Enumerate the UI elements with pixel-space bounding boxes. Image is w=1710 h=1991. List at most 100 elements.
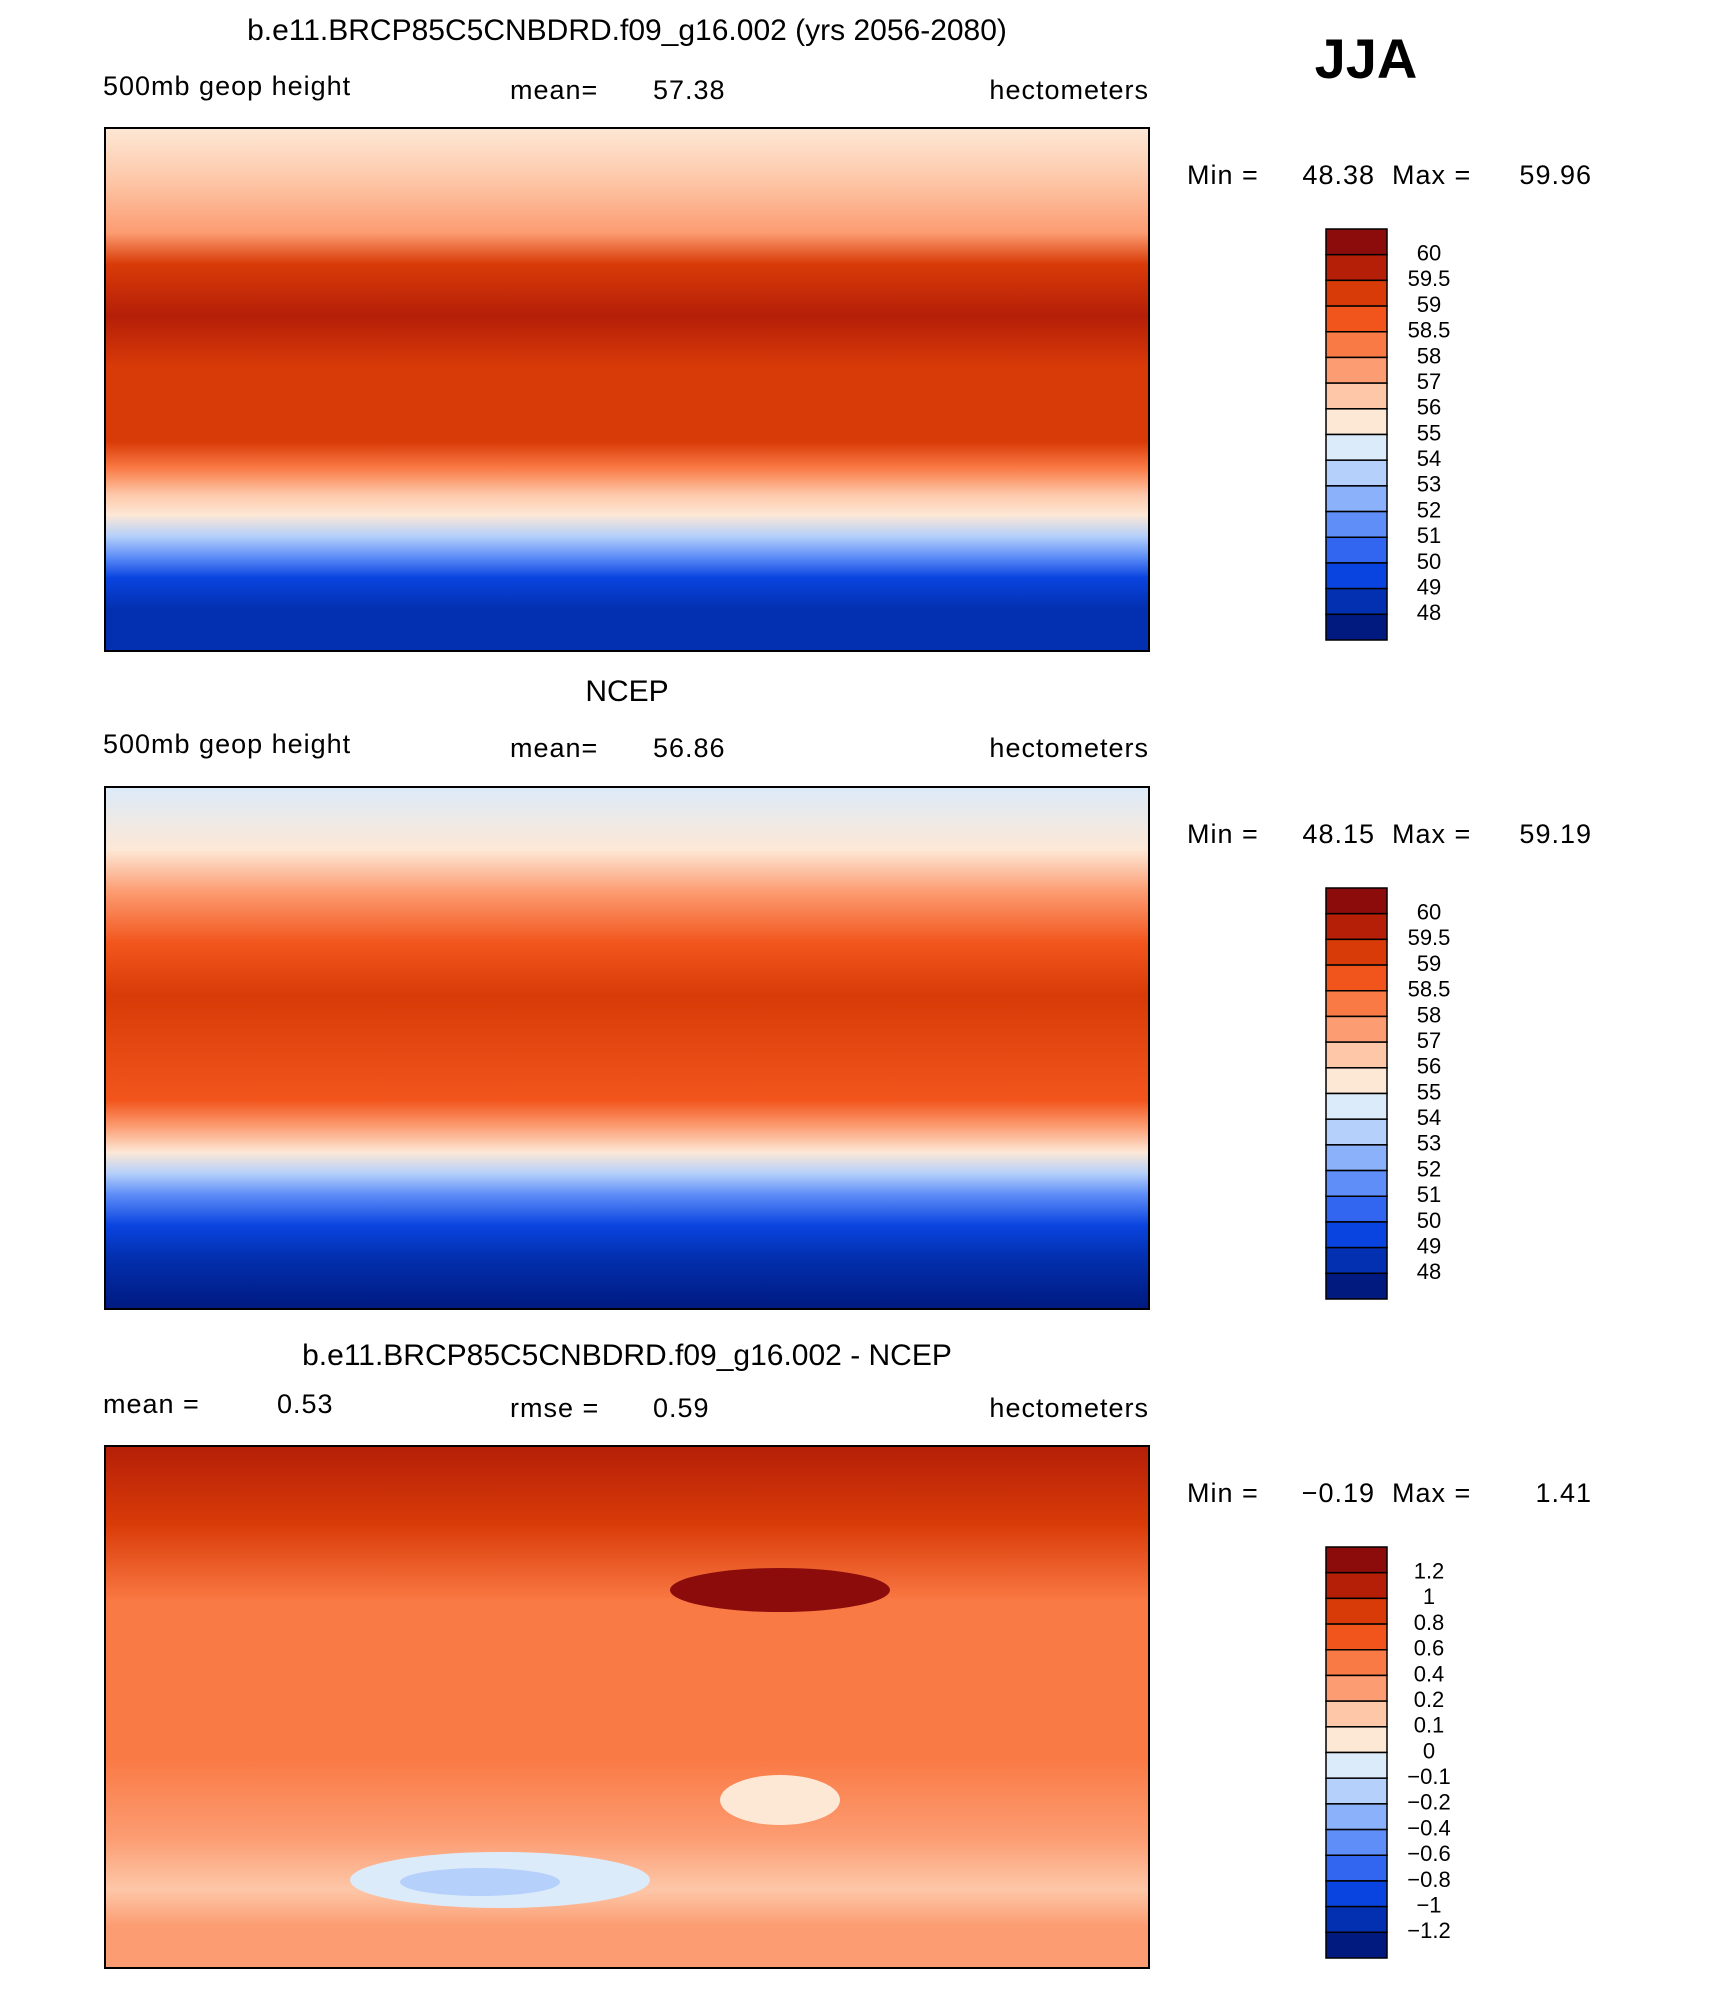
colorbar-box	[1325, 1674, 1388, 1702]
colorbar-label: 0.6	[1414, 1636, 1445, 1661]
colorbar-box	[1325, 1931, 1388, 1959]
colorbar-box	[1325, 1118, 1388, 1146]
colorbar-label: 54	[1417, 446, 1441, 471]
colorbar-box	[1325, 938, 1388, 966]
colorbar-label: 56	[1417, 1054, 1441, 1079]
colorbar-label: −0.6	[1407, 1841, 1450, 1866]
colorbar-box	[1325, 1700, 1388, 1728]
colorbar-box	[1325, 1195, 1388, 1223]
left-label: 500mb geop height	[103, 729, 351, 759]
colorbar-label: 58	[1417, 343, 1441, 368]
units: hectometers	[989, 1393, 1149, 1423]
map-frame	[104, 127, 1150, 652]
colorbar-label: 51	[1417, 1182, 1441, 1207]
colorbar-label: 55	[1417, 420, 1441, 445]
colorbar-box	[1325, 964, 1388, 992]
colorbar-box	[1325, 1144, 1388, 1172]
colorbar-label: 58	[1417, 1002, 1441, 1027]
colorbar-box	[1325, 1246, 1388, 1275]
colorbar-label: 55	[1417, 1079, 1441, 1104]
colorbar-label: −0.8	[1407, 1867, 1450, 1892]
left-label: mean =	[103, 1389, 200, 1419]
colorbar-label: 57	[1417, 1028, 1441, 1053]
min-value: −0.19	[1302, 1478, 1375, 1508]
colorbar-box	[1325, 485, 1388, 513]
min-value: 48.38	[1302, 160, 1375, 190]
colorbar-box	[1325, 382, 1388, 410]
map-field	[105, 128, 1149, 651]
colorbar-label: −1	[1416, 1892, 1441, 1917]
colorbar-label: 60	[1417, 900, 1441, 925]
colorbar-box	[1325, 331, 1388, 359]
colorbar-box	[1325, 887, 1388, 915]
max-value: 59.96	[1519, 160, 1592, 190]
colorbar-box	[1325, 613, 1388, 641]
colorbar-box	[1325, 1272, 1388, 1300]
panel-title: b.e11.BRCP85C5CNBDRD.f09_g16.002 (yrs 20…	[247, 14, 1007, 47]
colorbar-label: 1	[1423, 1584, 1435, 1609]
colorbar-label: 0.8	[1414, 1610, 1445, 1635]
colorbar-box	[1325, 408, 1388, 436]
min-label: Min =	[1187, 819, 1259, 849]
colorbar-box	[1325, 356, 1388, 384]
colorbar-box	[1325, 1828, 1388, 1856]
mean-value: 0.59	[653, 1393, 710, 1423]
mean-label: rmse =	[510, 1393, 599, 1423]
colorbar-box	[1325, 1571, 1388, 1600]
map-frame	[104, 1445, 1150, 1969]
colorbar-label: 49	[1417, 1233, 1441, 1258]
colorbar-label: 48	[1417, 1259, 1441, 1284]
colorbar-label: 58.5	[1408, 977, 1451, 1002]
colorbar-box	[1325, 536, 1388, 564]
colorbar-label: 48	[1417, 600, 1441, 625]
colorbar-label: −0.2	[1407, 1790, 1450, 1815]
max-value: 59.19	[1519, 819, 1592, 849]
min-label: Min =	[1187, 1478, 1259, 1508]
panel-title: b.e11.BRCP85C5CNBDRD.f09_g16.002 - NCEP	[302, 1339, 952, 1372]
colorbar-box	[1325, 433, 1388, 461]
colorbar-label: 0	[1423, 1738, 1435, 1763]
colorbar-label: 0.1	[1414, 1713, 1445, 1738]
colorbar-label: 1.2	[1414, 1559, 1445, 1584]
min-value: 48.15	[1302, 819, 1375, 849]
mean-label: mean=	[510, 733, 598, 763]
colorbar-box	[1325, 1649, 1388, 1677]
colorbar-box	[1325, 1092, 1388, 1120]
units: hectometers	[989, 75, 1149, 105]
colorbar-label: 50	[1417, 1208, 1441, 1233]
mean-value: 57.38	[653, 75, 726, 105]
colorbar-label: 53	[1417, 472, 1441, 497]
colorbar-box	[1325, 1623, 1388, 1651]
anomaly-blob	[670, 1568, 890, 1612]
colorbar-box	[1325, 1905, 1388, 1934]
colorbar-box	[1325, 990, 1388, 1018]
colorbar-box	[1325, 1777, 1388, 1805]
colorbar-label: 56	[1417, 395, 1441, 420]
colorbar-box	[1325, 1169, 1388, 1197]
colorbar-label: −0.1	[1407, 1764, 1450, 1789]
colorbar-box	[1325, 912, 1388, 941]
colorbar-label: 52	[1417, 497, 1441, 522]
colorbar-label: −0.4	[1407, 1815, 1450, 1840]
anomaly-blob	[720, 1775, 840, 1825]
colorbar-label: 59	[1417, 292, 1441, 317]
left-value: 0.53	[277, 1389, 334, 1419]
min-label: Min =	[1187, 160, 1259, 190]
colorbar-box	[1325, 228, 1388, 256]
colorbar-box	[1325, 1015, 1388, 1043]
colorbar-label: 51	[1417, 523, 1441, 548]
colorbar-label: 0.2	[1414, 1687, 1445, 1712]
anomaly-blob	[400, 1868, 560, 1896]
colorbar-label: 52	[1417, 1156, 1441, 1181]
colorbar-label: 49	[1417, 574, 1441, 599]
mean-label: mean=	[510, 75, 598, 105]
max-value: 1.41	[1535, 1478, 1592, 1508]
colorbar-box	[1325, 305, 1388, 333]
colorbar-box	[1325, 1803, 1388, 1831]
colorbar-label: −1.2	[1407, 1918, 1450, 1943]
colorbar-label: 53	[1417, 1131, 1441, 1156]
colorbar-box	[1325, 1751, 1388, 1779]
max-label: Max =	[1392, 1478, 1471, 1508]
colorbar-label: 57	[1417, 369, 1441, 394]
